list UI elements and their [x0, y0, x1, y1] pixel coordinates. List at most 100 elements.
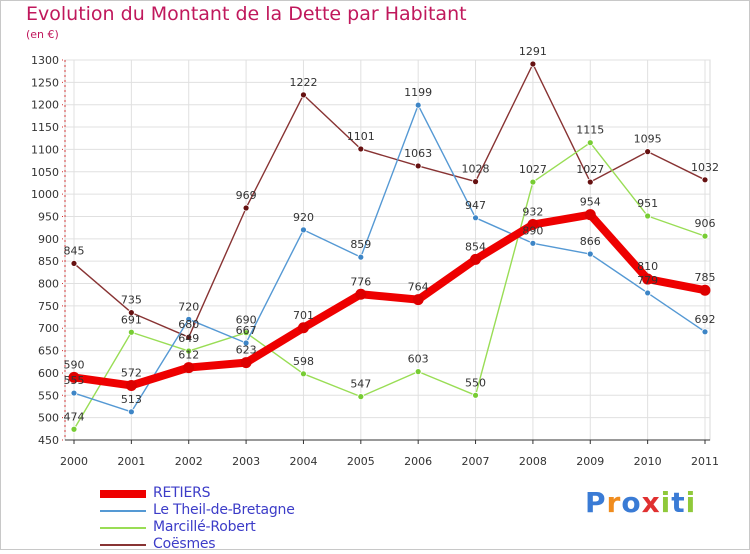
x-tick-label: 2004	[289, 455, 317, 468]
data-point	[529, 239, 537, 247]
data-label: 603	[408, 353, 429, 366]
legend-label: Coësmes	[153, 536, 216, 552]
data-point	[70, 425, 78, 433]
data-label: 735	[121, 294, 142, 307]
data-point	[357, 393, 365, 401]
data-point	[240, 357, 252, 369]
data-point	[586, 139, 594, 147]
data-point	[297, 322, 309, 334]
data-point	[185, 347, 193, 355]
data-point	[586, 250, 594, 258]
chart-title: Evolution du Montant de la Dette par Hab…	[26, 3, 467, 25]
data-point	[300, 91, 307, 99]
legend-swatch-retiers	[100, 490, 146, 498]
data-label: 969	[236, 189, 257, 202]
data-label: 1101	[347, 130, 375, 143]
data-label: 1063	[404, 147, 432, 160]
y-tick-label: 800	[38, 278, 59, 291]
data-point	[242, 329, 250, 337]
data-point	[70, 260, 78, 267]
data-point	[127, 408, 135, 416]
series-markers	[68, 60, 711, 433]
logo-letter: r	[606, 486, 622, 519]
logo-letter: i	[685, 486, 697, 519]
data-label: 764	[408, 281, 429, 294]
x-tick-label: 2006	[404, 455, 432, 468]
data-point	[472, 391, 479, 399]
data-label: 572	[121, 366, 142, 379]
legend-label: Marcillé-Robert	[153, 519, 256, 535]
data-label: 680	[178, 318, 199, 331]
data-label: 1032	[691, 161, 719, 174]
data-label: 1095	[634, 133, 662, 146]
y-tick-label: 600	[38, 367, 59, 380]
y-tick-label: 1100	[31, 143, 59, 156]
data-label: 1222	[289, 76, 317, 89]
x-tick-label: 2002	[175, 455, 203, 468]
y-tick-label: 900	[38, 233, 59, 246]
data-label: 1291	[519, 45, 547, 58]
legend-swatch-marcille	[100, 527, 146, 529]
proxiti-logo: Proxiti	[585, 486, 696, 519]
x-tick-label: 2009	[576, 455, 604, 468]
y-tick-label: 1000	[31, 188, 59, 201]
series-line-1	[73, 104, 706, 413]
data-point	[300, 370, 307, 378]
data-label: 1115	[576, 124, 604, 137]
x-tick-label: 2011	[691, 455, 719, 468]
series-line-2	[73, 142, 706, 430]
data-label: 951	[637, 197, 658, 210]
data-label: 590	[64, 358, 85, 371]
data-label: 692	[695, 313, 716, 326]
y-tick-label: 950	[38, 210, 59, 223]
data-label: 845	[64, 244, 85, 257]
data-label: 1028	[462, 163, 490, 176]
data-point	[701, 176, 709, 184]
data-label: 1027	[576, 163, 604, 176]
data-label: 779	[637, 274, 658, 287]
data-label: 854	[465, 240, 486, 253]
data-label: 1027	[519, 163, 547, 176]
data-label: 947	[465, 199, 486, 212]
data-point	[414, 368, 422, 376]
y-tick-label: 850	[38, 255, 59, 268]
data-label: 547	[350, 378, 371, 391]
data-label: 550	[465, 376, 486, 389]
data-label: 954	[580, 196, 601, 209]
data-point	[644, 148, 652, 156]
data-label: 859	[350, 238, 371, 251]
data-point	[185, 333, 193, 341]
data-point	[472, 214, 479, 222]
logo-letter: t	[671, 486, 686, 519]
data-point	[242, 204, 250, 212]
data-label: 474	[64, 410, 85, 423]
data-point	[185, 315, 193, 323]
data-point	[701, 328, 709, 336]
data-point	[414, 101, 422, 109]
data-point	[470, 253, 482, 265]
data-point	[644, 212, 652, 220]
y-tick-label: 1200	[31, 99, 59, 112]
legend-swatch-coesmes	[100, 544, 146, 546]
data-point	[70, 389, 78, 397]
data-point	[529, 60, 537, 68]
logo-letter: o	[621, 486, 642, 519]
data-label: 866	[580, 235, 601, 248]
data-label: 810	[637, 260, 658, 273]
series-line-3	[73, 63, 706, 338]
logo-letter: i	[660, 486, 672, 519]
data-point	[242, 339, 250, 347]
data-point	[300, 226, 307, 234]
data-label: 906	[695, 217, 716, 230]
logo-letter: x	[641, 486, 661, 519]
data-point	[412, 294, 424, 306]
data-label: 612	[178, 349, 199, 362]
data-point	[68, 371, 80, 383]
x-tick-label: 2001	[117, 455, 145, 468]
data-point	[357, 145, 365, 153]
unit-label: (en €)	[26, 28, 59, 41]
axes: 450 500 550 600 650 700 750 800 850 900 950 1000 105…	[31, 54, 719, 468]
data-label: 623	[236, 344, 257, 357]
x-tick-label: 2008	[519, 455, 547, 468]
plot-area	[64, 59, 711, 441]
